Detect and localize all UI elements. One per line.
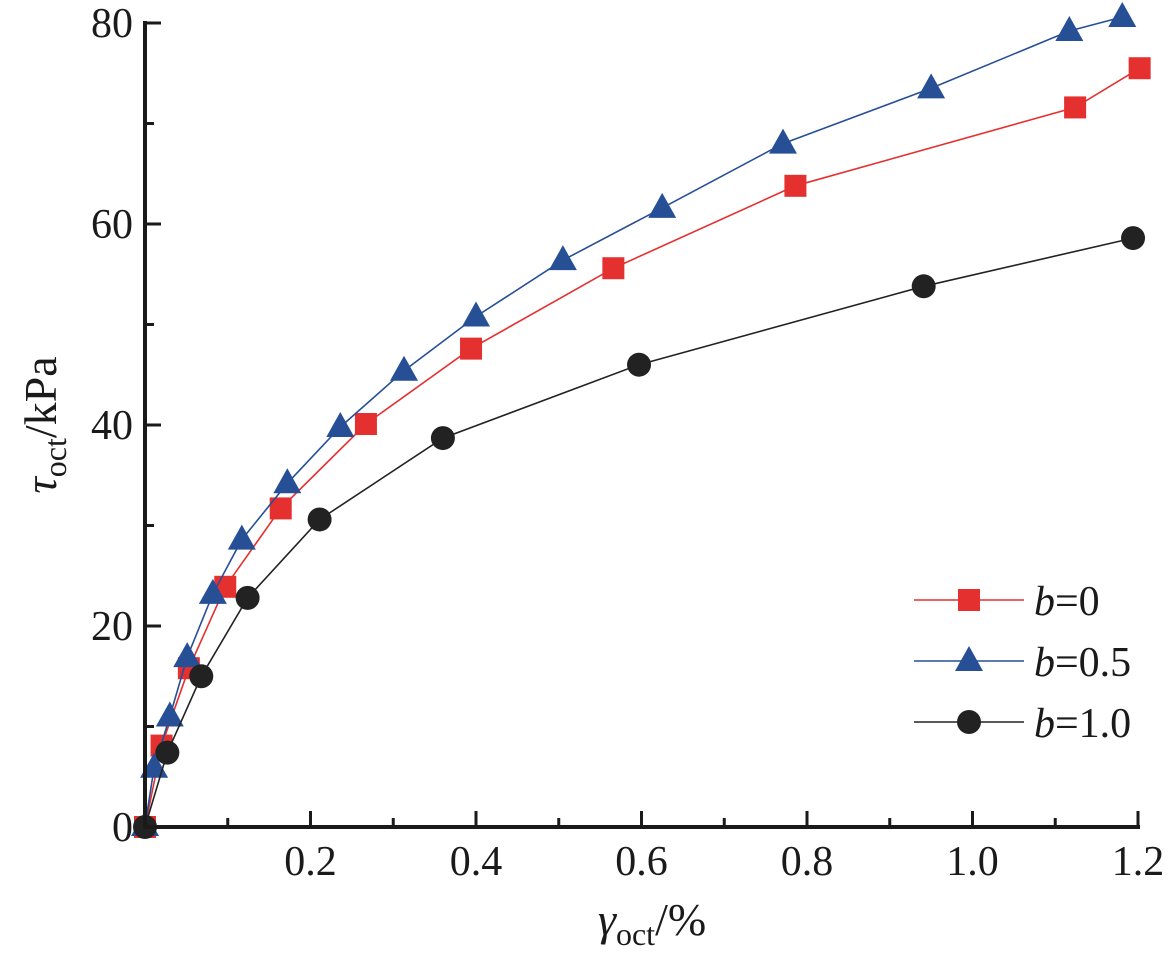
x-tick-label: 0.6: [615, 839, 668, 885]
data-point-circle: [155, 740, 180, 765]
y-tick-label: 40: [91, 403, 133, 449]
data-point-triangle: [1055, 16, 1084, 42]
data-point-square: [784, 174, 807, 197]
data-point-circle: [911, 274, 936, 299]
data-point-triangle: [390, 355, 419, 381]
data-point-square: [1128, 57, 1151, 80]
y-axis-title: τoct/kPa: [15, 356, 73, 493]
series-line: [144, 16, 1123, 827]
data-point-circle: [235, 585, 260, 610]
x-axis-subscript: oct: [616, 916, 655, 952]
y-tick-label: 20: [91, 604, 133, 650]
data-point-circle: [307, 507, 332, 532]
y-axis-unit: /kPa: [15, 356, 66, 438]
series-triangle: [131, 1, 1137, 836]
legend-marker-square: [958, 589, 980, 611]
legend-item: b=1.0: [914, 701, 1131, 747]
legend-marker-triangle: [955, 646, 983, 671]
data-point-circle: [627, 352, 652, 377]
data-point-square: [269, 497, 292, 520]
series-line: [144, 237, 1134, 828]
series-square: [134, 57, 1151, 838]
legend-item: b=0: [914, 579, 1100, 625]
legend-item: b=0.5: [914, 640, 1131, 686]
data-point-triangle: [917, 73, 946, 99]
x-tick-label: 0.8: [781, 839, 834, 885]
legend-value: =0.5: [1055, 640, 1131, 686]
data-point-circle: [1121, 226, 1146, 251]
x-tick-label: 1.0: [946, 839, 999, 885]
legend-variable: b: [1034, 701, 1055, 747]
legend: b=0b=0.5b=1.0: [914, 579, 1131, 747]
x-axis-symbol: γ: [598, 894, 618, 945]
legend-variable: b: [1034, 640, 1055, 686]
data-point-triangle: [326, 412, 355, 438]
axes-layer: [143, 21, 1140, 829]
ticks-layer: 0 20 40 60 80 0.2 0.4 0.6 0.8 1.0 1.2: [91, 1, 1164, 885]
y-tick-label: 60: [91, 202, 133, 248]
data-point-triangle: [548, 245, 577, 271]
data-point-square: [602, 257, 625, 280]
legend-value: =1.0: [1055, 701, 1131, 747]
legend-label: b=1.0: [1034, 701, 1131, 747]
data-point-circle: [430, 426, 455, 451]
x-axis-title: γoct/%: [598, 894, 706, 952]
data-point-triangle: [648, 192, 677, 218]
data-point-triangle: [227, 524, 256, 550]
data-point-square: [460, 337, 483, 360]
series-line: [144, 67, 1141, 828]
data-point-triangle: [273, 468, 302, 494]
series-circle: [133, 226, 1146, 839]
x-tick-label: 1.2: [1112, 839, 1165, 885]
x-tick-label: 0.4: [450, 839, 503, 885]
legend-label: b=0: [1034, 579, 1100, 625]
data-point-triangle: [155, 701, 184, 727]
data-point-triangle: [198, 578, 227, 604]
y-tick-label: 0: [112, 805, 133, 851]
data-point-square: [354, 412, 377, 435]
legend-variable: b: [1034, 579, 1055, 625]
data-point-square: [1064, 96, 1087, 119]
legend-value: =0: [1055, 579, 1100, 625]
y-axis-subscript: oct: [37, 438, 73, 477]
data-point-triangle: [769, 128, 798, 154]
x-axis-unit: /%: [655, 894, 706, 945]
data-point-triangle: [462, 301, 490, 327]
y-tick-label: 80: [91, 1, 133, 47]
x-tick-label: 0.2: [284, 839, 337, 885]
legend-label: b=0.5: [1034, 640, 1131, 686]
data-point-triangle: [173, 642, 202, 668]
data-point-circle: [189, 664, 214, 689]
y-axis-symbol: τ: [15, 476, 66, 494]
series-layer: [131, 1, 1151, 839]
legend-marker-circle: [957, 710, 981, 734]
data-point-triangle: [1108, 1, 1137, 27]
